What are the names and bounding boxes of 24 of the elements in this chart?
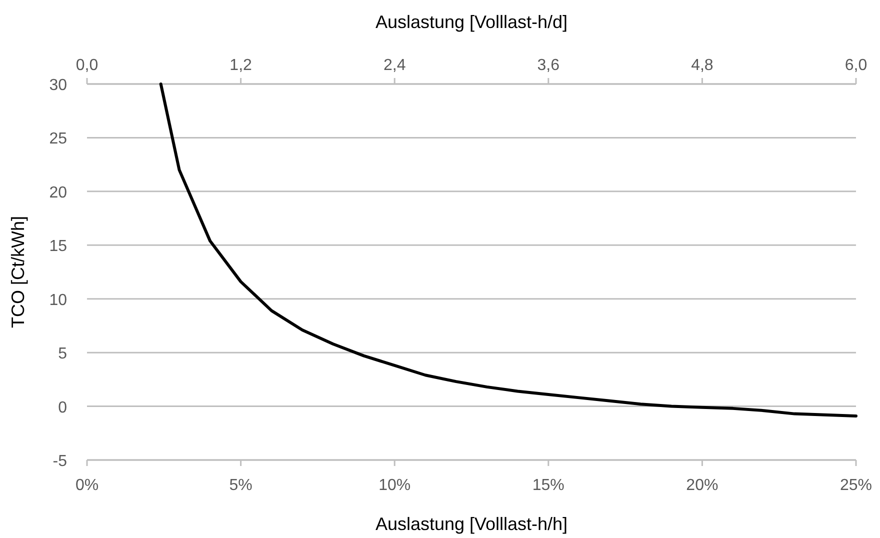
x2-tick-label: 6,0: [844, 57, 868, 74]
y-tick-label: 10: [49, 292, 68, 309]
x2-tick-label: 0,0: [76, 57, 98, 74]
line-series: [159, 82, 858, 418]
y-tick-label: 20: [49, 184, 68, 202]
x2-tick-label: 1,2: [230, 57, 252, 74]
x-tick-label: 0%: [75, 477, 99, 494]
x-axis-title: Auslastung [Volllast-h/h]: [375, 514, 568, 534]
x2-tick-label: 3,6: [537, 57, 560, 74]
x2-tick-label: 2,4: [383, 57, 406, 74]
y-tick-label: 15: [49, 238, 68, 256]
y-tick-label: 0: [58, 399, 68, 416]
y-axis-title: TCO [Ct/kWh]: [8, 216, 28, 328]
x-tick-label: 10%: [378, 477, 411, 494]
x2-axis-title: Auslastung [Volllast-h/d]: [375, 12, 568, 32]
y-tick-label: 5: [58, 346, 68, 363]
x2-tick-label: 4,8: [691, 57, 714, 74]
x-tick-label: 15%: [532, 477, 564, 494]
x-tick-label: 20%: [686, 477, 718, 494]
y-tick-label: 30: [49, 77, 68, 94]
x-tick-label: 5%: [229, 477, 252, 494]
y-tick-label: -5: [52, 453, 68, 470]
x-tick-label: 25%: [840, 477, 872, 494]
y-tick-label: 25: [49, 130, 68, 148]
